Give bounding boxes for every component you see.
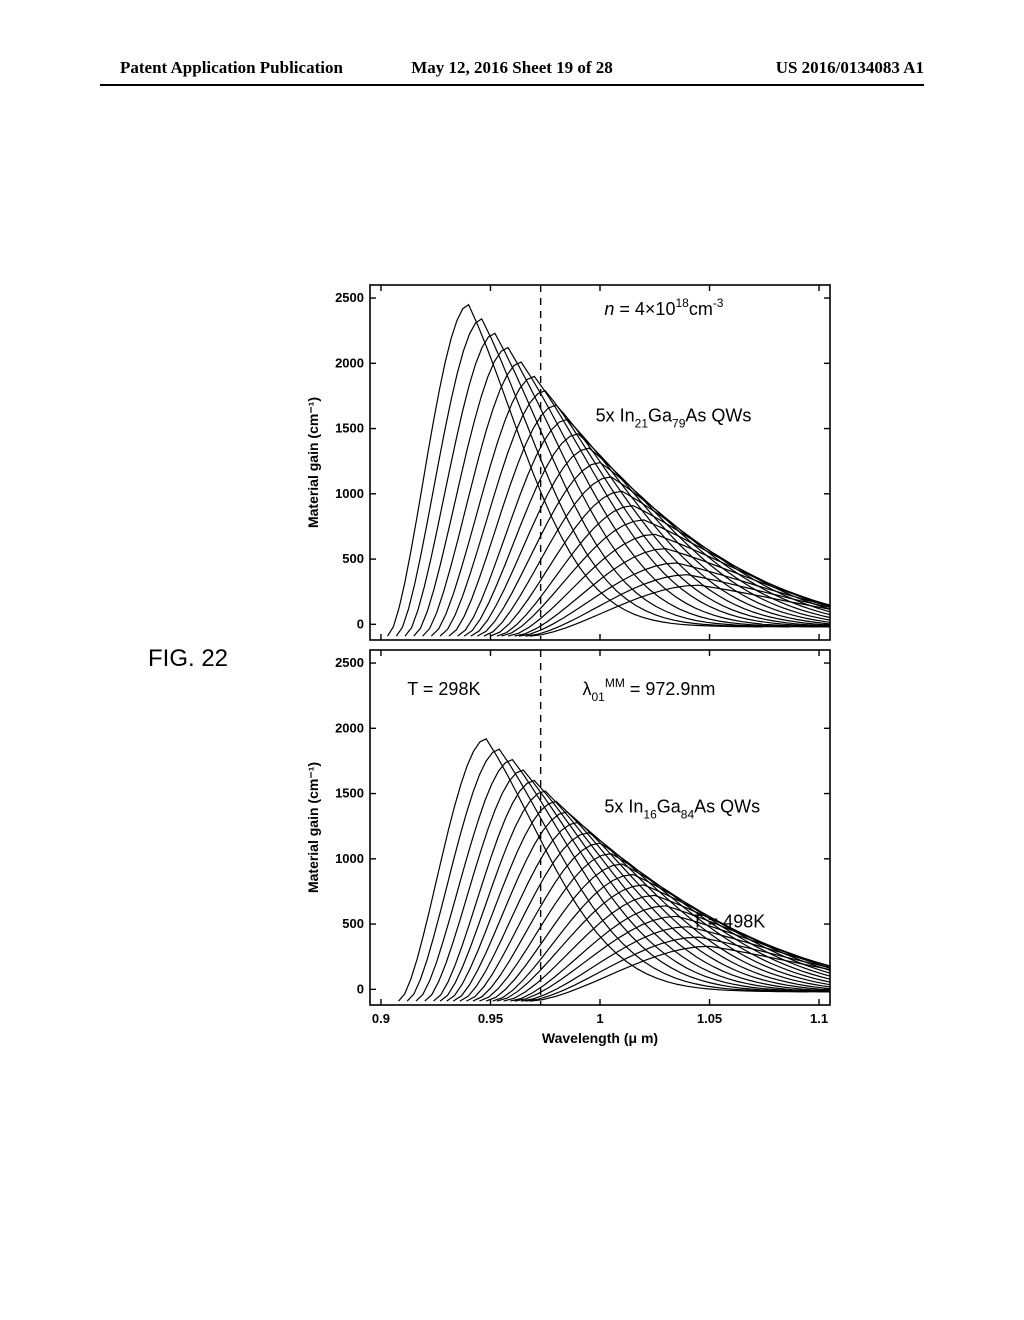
svg-text:T = 498K: T = 498K bbox=[692, 911, 765, 931]
svg-text:0.9: 0.9 bbox=[372, 1011, 390, 1026]
page-header: Patent Application Publication May 12, 2… bbox=[0, 58, 1024, 78]
svg-text:1.1: 1.1 bbox=[810, 1011, 828, 1026]
svg-text:1: 1 bbox=[596, 1011, 603, 1026]
header-center: May 12, 2016 Sheet 19 of 28 bbox=[411, 58, 613, 78]
svg-text:2500: 2500 bbox=[335, 655, 364, 670]
header-rule bbox=[100, 84, 924, 86]
gain-spectra-chart: 05001000150020002500Material gain (cm⁻¹)… bbox=[300, 280, 840, 1050]
svg-text:1500: 1500 bbox=[335, 786, 364, 801]
svg-text:n = 4×1018cm-3: n = 4×1018cm-3 bbox=[604, 296, 723, 319]
svg-text:0: 0 bbox=[357, 981, 364, 996]
svg-text:1.05: 1.05 bbox=[697, 1011, 722, 1026]
svg-text:2500: 2500 bbox=[335, 290, 364, 305]
svg-text:500: 500 bbox=[342, 551, 364, 566]
header-right: US 2016/0134083 A1 bbox=[776, 58, 924, 78]
svg-text:1000: 1000 bbox=[335, 486, 364, 501]
svg-text:500: 500 bbox=[342, 916, 364, 931]
svg-text:0.95: 0.95 bbox=[478, 1011, 503, 1026]
svg-text:λ01MM = 972.9nm: λ01MM = 972.9nm bbox=[582, 676, 715, 704]
svg-text:5x In21Ga79As QWs: 5x In21Ga79As QWs bbox=[596, 406, 752, 431]
header-left: Patent Application Publication bbox=[120, 58, 343, 78]
chart-container: 05001000150020002500Material gain (cm⁻¹)… bbox=[300, 280, 840, 1050]
svg-text:Material gain (cm⁻¹): Material gain (cm⁻¹) bbox=[305, 397, 321, 528]
svg-text:5x In16Ga84As QWs: 5x In16Ga84As QWs bbox=[604, 797, 760, 822]
figure-label: FIG. 22 bbox=[148, 645, 228, 673]
svg-text:1500: 1500 bbox=[335, 421, 364, 436]
svg-text:1000: 1000 bbox=[335, 851, 364, 866]
svg-text:0: 0 bbox=[357, 616, 364, 631]
svg-text:2000: 2000 bbox=[335, 720, 364, 735]
svg-text:Wavelength (μ m): Wavelength (μ m) bbox=[542, 1030, 658, 1046]
svg-text:Material gain (cm⁻¹): Material gain (cm⁻¹) bbox=[305, 762, 321, 893]
svg-text:2000: 2000 bbox=[335, 355, 364, 370]
svg-text:T = 298K: T = 298K bbox=[407, 679, 480, 699]
